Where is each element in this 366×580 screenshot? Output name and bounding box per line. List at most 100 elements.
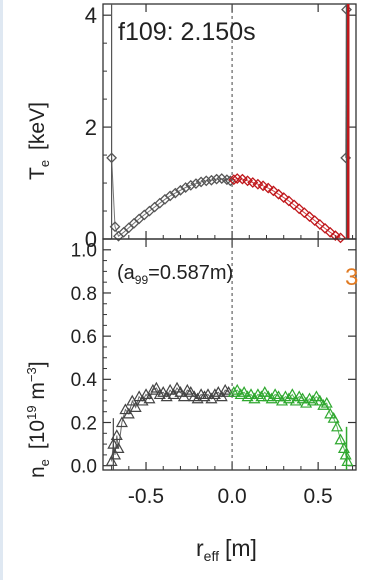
bottom-ylabel: ne [1019 m−3] bbox=[24, 361, 52, 478]
top-ylabel: Te [keV] bbox=[26, 102, 52, 180]
data-point-triangle bbox=[258, 386, 271, 397]
bottom-ylabel-main: n bbox=[26, 466, 49, 478]
data-point-diamond bbox=[288, 199, 300, 211]
data-point-triangle bbox=[327, 411, 340, 423]
data-point-triangle bbox=[109, 448, 122, 460]
data-point-triangle bbox=[313, 394, 326, 406]
data-point-diamond bbox=[335, 232, 346, 244]
left-edge-strip bbox=[0, 0, 3, 580]
data-point-triangle bbox=[115, 416, 128, 428]
bottom-ticks: 0.0 0.2 0.4 0.6 0.8 1.0 -0.5 0.0 0.5 bbox=[71, 239, 356, 508]
annotation-main: (a bbox=[117, 262, 136, 284]
data-point-diamond bbox=[283, 195, 295, 207]
top-panel: 0 2 4 f109: 2.150s Te [keV] bbox=[26, 3, 357, 252]
data-point-triangle bbox=[231, 383, 244, 395]
bottom-xlabel: reff [m] bbox=[196, 535, 257, 564]
data-point-triangle bbox=[198, 390, 211, 402]
data-point-triangle bbox=[119, 403, 132, 415]
data-point-diamond bbox=[314, 219, 326, 230]
data-point-diamond bbox=[257, 180, 269, 192]
data-point-diamond bbox=[278, 192, 290, 204]
y-tick-label: 4 bbox=[85, 3, 97, 28]
data-point-diamond bbox=[329, 230, 341, 242]
data-point-triangle bbox=[153, 388, 166, 400]
data-point-triangle bbox=[324, 407, 337, 419]
data-point-diamond bbox=[267, 185, 279, 197]
y-tick-label: 2 bbox=[85, 115, 97, 140]
data-point-diamond bbox=[262, 182, 274, 194]
data-point-triangle bbox=[234, 388, 247, 400]
data-point-triangle bbox=[238, 386, 251, 397]
data-point-diamond bbox=[309, 215, 321, 226]
top-ylabel-sub: e bbox=[37, 160, 52, 167]
data-point-triangle bbox=[184, 386, 197, 397]
data-point-diamond bbox=[169, 187, 181, 199]
data-point-triangle bbox=[143, 392, 156, 404]
data-point-diamond bbox=[180, 182, 192, 193]
panel-title: f109: 2.150s bbox=[118, 18, 256, 46]
data-point-diamond bbox=[304, 211, 315, 223]
bottom-markers bbox=[105, 381, 354, 470]
data-point-diamond bbox=[175, 184, 186, 196]
data-point-triangle bbox=[296, 392, 309, 404]
data-point-diamond bbox=[228, 174, 240, 186]
svg-text:ne[1019 m−3]: ne [1019 m−3] bbox=[24, 361, 52, 478]
xlabel-sub: eff bbox=[204, 548, 219, 564]
data-point-diamond bbox=[319, 222, 331, 234]
top-markers bbox=[106, 4, 352, 244]
bottom-ylabel-exp1: 19 bbox=[24, 405, 39, 419]
data-point-triangle bbox=[310, 390, 323, 402]
corner-label: 3 bbox=[345, 264, 358, 291]
data-point-triangle bbox=[331, 420, 344, 432]
annotation-sub: 99 bbox=[135, 273, 149, 287]
xlabel-unit: [m] bbox=[225, 535, 257, 561]
y-tick-label: 0.8 bbox=[71, 284, 97, 305]
y-tick-label: 0.6 bbox=[71, 327, 97, 348]
bottom-ylabel-sub: e bbox=[37, 459, 52, 466]
data-point-diamond bbox=[206, 174, 217, 186]
y-tick-label: 0.4 bbox=[71, 370, 98, 391]
data-point-triangle bbox=[105, 455, 118, 466]
data-point-triangle bbox=[320, 396, 333, 408]
data-point-diamond bbox=[190, 178, 202, 190]
x-tick-label: 0.5 bbox=[304, 485, 333, 508]
bottom-ylabel-unit-post: ] bbox=[26, 361, 49, 367]
data-point-diamond bbox=[298, 207, 310, 219]
data-point-diamond bbox=[195, 176, 207, 188]
data-point-triangle bbox=[201, 388, 215, 400]
bottom-ylabel-unit-mid: m bbox=[26, 382, 49, 405]
bottom-panel: 0.0 0.2 0.4 0.6 0.8 1.0 -0.5 0.0 0.5 (a99=0.587m… bbox=[24, 238, 358, 564]
data-point-triangle bbox=[244, 388, 258, 400]
data-point-diamond bbox=[324, 226, 336, 238]
annotation-rest: =0.587m) bbox=[148, 262, 233, 284]
data-point-triangle bbox=[146, 383, 159, 395]
svg-text:Te[keV]: Te [keV] bbox=[26, 102, 52, 180]
data-point-triangle bbox=[317, 398, 330, 410]
y-tick-label: 0 bbox=[85, 227, 97, 252]
bottom-ylabel-unit-pre: [10 bbox=[26, 420, 49, 449]
data-point-triangle bbox=[122, 407, 135, 419]
data-point-diamond bbox=[211, 173, 223, 185]
data-point-triangle bbox=[112, 442, 125, 454]
series-line bbox=[111, 157, 231, 238]
top-ylabel-main: T bbox=[26, 167, 49, 180]
data-point-triangle bbox=[110, 429, 123, 441]
x-tick-label: -0.5 bbox=[128, 485, 164, 508]
y-tick-label: 1.0 bbox=[71, 241, 97, 262]
y-tick-label: 0.2 bbox=[71, 413, 97, 434]
y-tick-label: 0.0 bbox=[71, 457, 97, 478]
bottom-ylabel-exp2: −3 bbox=[24, 367, 39, 382]
data-point-triangle bbox=[341, 455, 354, 466]
data-point-triangle bbox=[150, 381, 163, 393]
data-point-diamond bbox=[185, 179, 197, 191]
data-point-diamond bbox=[164, 190, 176, 202]
data-point-triangle bbox=[334, 433, 347, 445]
data-point-triangle bbox=[241, 390, 254, 402]
data-point-diamond bbox=[200, 175, 212, 187]
bottom-axes-frame bbox=[102, 238, 357, 471]
data-point-triangle bbox=[272, 390, 285, 402]
data-point-triangle bbox=[208, 388, 221, 400]
data-point-diamond bbox=[293, 203, 305, 215]
